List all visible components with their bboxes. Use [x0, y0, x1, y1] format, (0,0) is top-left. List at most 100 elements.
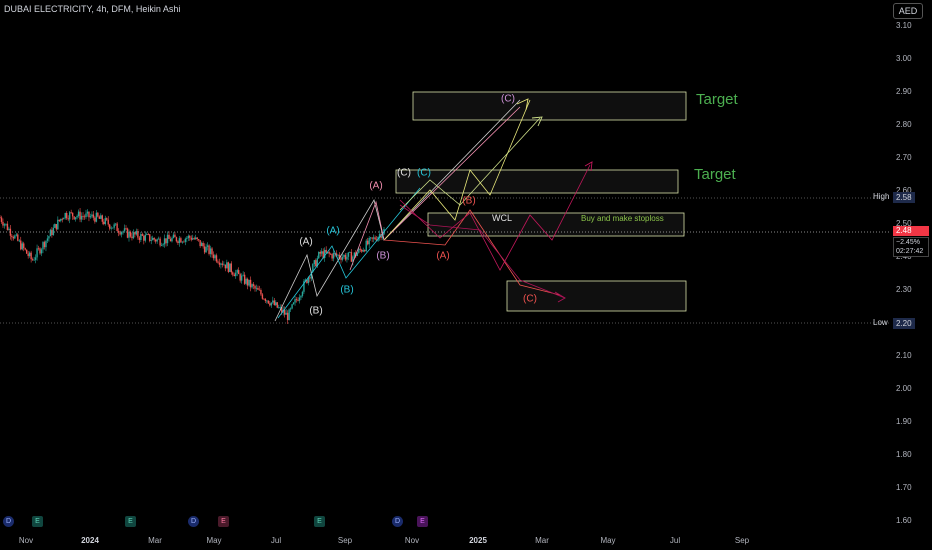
low-value: 2.20 [893, 318, 915, 329]
candle-body [160, 245, 163, 247]
wave-label[interactable]: (C) [397, 167, 411, 179]
candle-body [172, 234, 175, 238]
candle-body [125, 228, 127, 230]
candle-body [303, 281, 305, 292]
candle-body [254, 285, 256, 289]
candle-body [91, 214, 93, 217]
candle-body [101, 215, 104, 222]
candle-body [242, 274, 244, 276]
candle-body [6, 223, 9, 230]
candle-body [163, 238, 166, 245]
wave-path-yellow-1[interactable] [383, 99, 531, 241]
candle-body [39, 248, 41, 254]
candle-body [71, 212, 74, 217]
candle-body [55, 224, 58, 230]
wave-label[interactable]: (B) [462, 195, 476, 207]
y-tick-label: 2.50 [896, 219, 912, 228]
candle-body [79, 211, 81, 220]
x-tick-label: Mar [148, 536, 162, 545]
candle-body [214, 255, 216, 259]
currency-button[interactable]: AED [893, 3, 923, 19]
candle-body [349, 252, 351, 253]
wave-path-red-1[interactable] [383, 209, 561, 296]
wave-label[interactable]: (C) [523, 293, 537, 305]
candle-body [165, 238, 167, 244]
lower-zone[interactable] [506, 280, 687, 312]
candle-body [31, 259, 34, 260]
candle-body [144, 234, 146, 241]
dividend-marker[interactable]: D [3, 516, 14, 527]
candle-body [123, 228, 126, 232]
candle-body [54, 224, 56, 228]
wave-path-red-2[interactable] [399, 164, 591, 271]
wave-label[interactable]: (B) [340, 284, 354, 296]
arrow-head-3 [554, 291, 566, 303]
candle-body [23, 243, 25, 249]
wave-path-red-3[interactable] [399, 204, 566, 299]
candle-body [113, 224, 115, 228]
candle-body [162, 244, 164, 246]
wcl-zone[interactable] [427, 212, 685, 237]
candle-body [171, 237, 173, 242]
candle-body [83, 216, 86, 218]
current-price-tag: 2.48 [893, 226, 929, 236]
candle-body [350, 252, 353, 262]
candle-body [40, 249, 43, 254]
earnings-marker[interactable]: E [218, 516, 229, 527]
wave-label[interactable]: (B) [376, 250, 390, 262]
dividend-marker[interactable]: D [188, 516, 199, 527]
candle-body [346, 256, 348, 260]
earnings-marker[interactable]: E [314, 516, 325, 527]
candle-body [251, 284, 253, 288]
wave-label[interactable]: (B) [309, 305, 323, 317]
y-tick-label: 2.60 [896, 186, 912, 195]
earnings-marker[interactable]: E [32, 516, 43, 527]
wave-path-yellow-2[interactable] [399, 117, 541, 211]
wave-label[interactable]: (C) [501, 93, 515, 105]
candle-body [168, 234, 170, 239]
wave-path-pink[interactable] [349, 106, 521, 271]
candle-body [227, 262, 230, 272]
candle-body [245, 278, 247, 284]
candle-body [224, 264, 227, 269]
arrow-head-1 [516, 98, 529, 111]
wave-label[interactable]: (C) [417, 167, 431, 179]
candle-body [243, 274, 246, 284]
earnings-marker[interactable]: E [417, 516, 428, 527]
candle-body [300, 295, 302, 298]
y-tick-label: 2.90 [896, 87, 912, 96]
target-zone-lower[interactable] [395, 169, 679, 194]
candle-body [246, 278, 249, 286]
candle-body [202, 242, 204, 247]
candle-body [186, 238, 188, 239]
candle-body [248, 279, 250, 286]
candle-body [283, 309, 286, 315]
candle-body [3, 224, 6, 226]
wave-path-white[interactable] [274, 99, 521, 322]
wcl-label: WCL [492, 213, 512, 223]
candle-body [33, 259, 35, 261]
wave-label[interactable]: (A) [369, 180, 383, 192]
candle-body [5, 223, 7, 225]
candle-body [364, 250, 366, 252]
candle-body [217, 261, 219, 263]
wave-label[interactable]: (A) [326, 225, 340, 237]
target-zone-upper[interactable] [412, 91, 687, 121]
dividend-marker[interactable]: D [392, 516, 403, 527]
candle-body [211, 248, 213, 255]
wave-label[interactable]: (A) [436, 250, 450, 262]
candle-body [178, 238, 181, 244]
candle-body [174, 234, 176, 238]
candle-body [140, 234, 142, 240]
candle-body [230, 263, 232, 273]
candle-body [215, 255, 218, 262]
earnings-marker[interactable]: E [125, 516, 136, 527]
wave-label[interactable]: (A) [299, 236, 313, 248]
candle-body [239, 274, 241, 281]
x-tick-label: Sep [337, 536, 353, 545]
wave-path-cyan[interactable] [277, 187, 421, 319]
candle-body [375, 239, 378, 241]
y-tick-label: 2.00 [896, 384, 912, 393]
y-tick-label: 1.60 [896, 516, 912, 525]
